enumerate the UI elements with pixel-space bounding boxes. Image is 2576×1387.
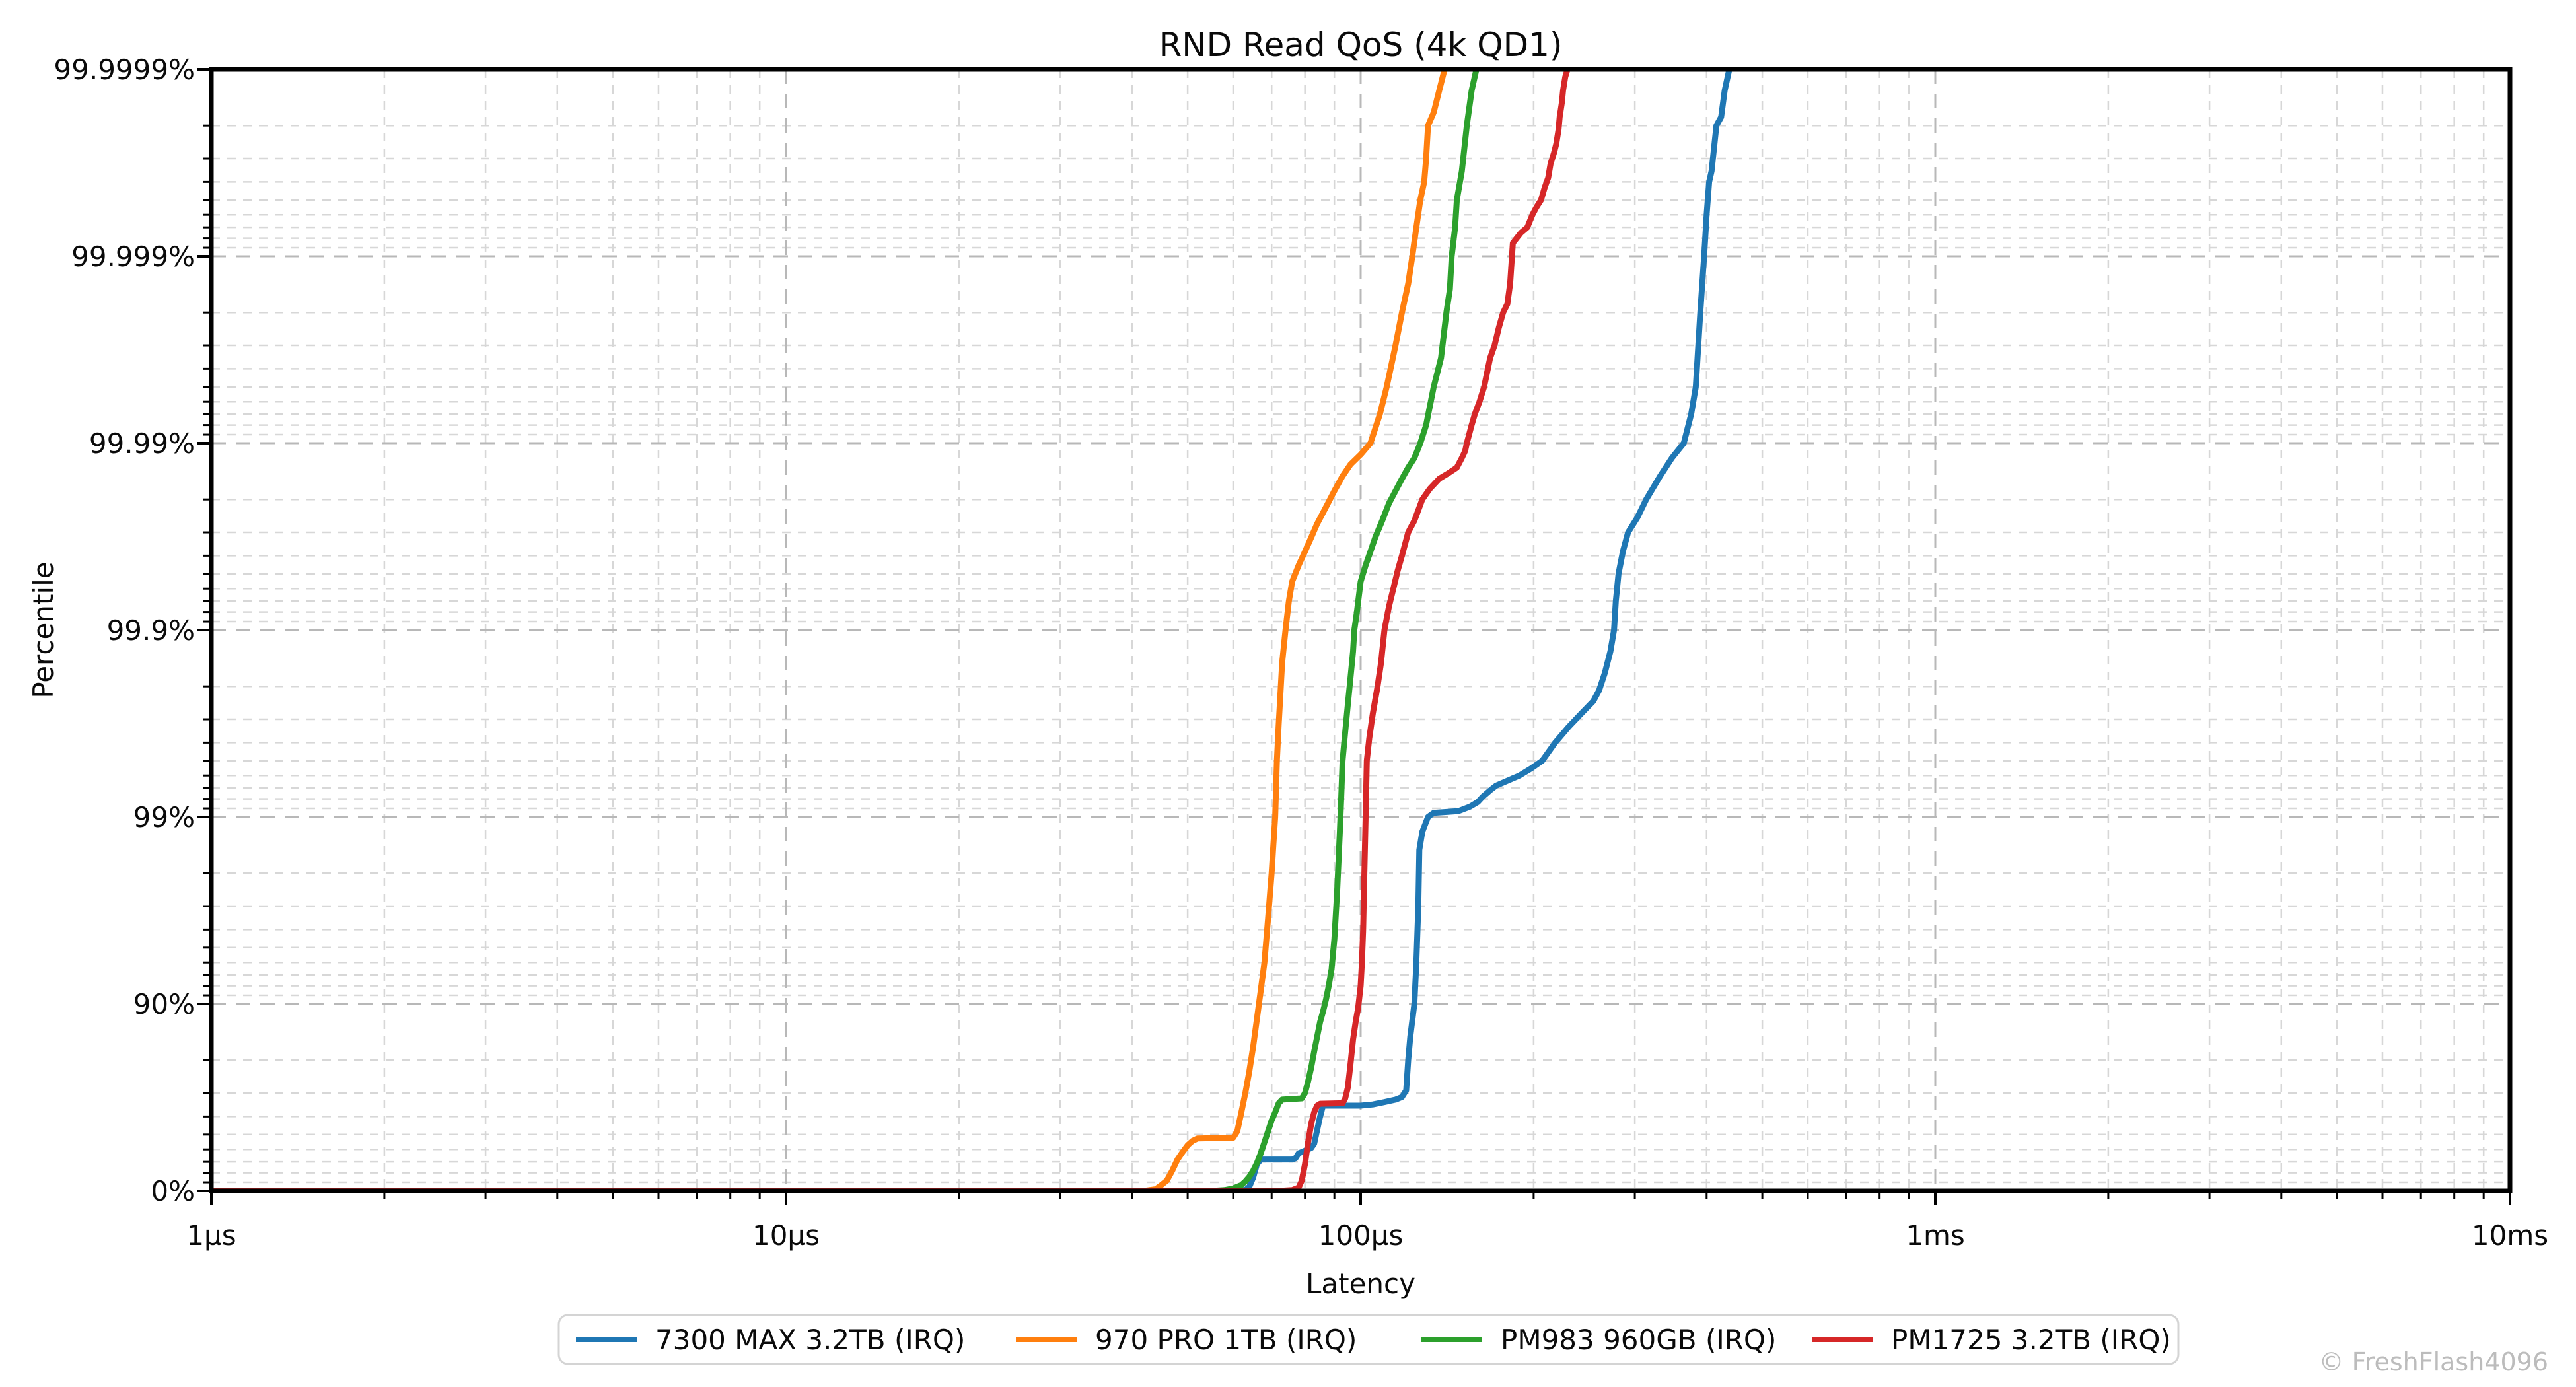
y-tick-label: 0% bbox=[151, 1175, 195, 1207]
legend-item: PM1725 3.2TB (IRQ) bbox=[1812, 1324, 2171, 1356]
watermark: © FreshFlash4096 bbox=[2318, 1347, 2548, 1376]
y-tick-label: 99.9999% bbox=[54, 53, 195, 86]
series-line-970-pro-1tb-irq bbox=[211, 69, 1448, 1191]
x-axis-tick-labels: 1µs 10µs 100µs 1ms 10ms bbox=[186, 1219, 2548, 1252]
y-tick-label: 99% bbox=[133, 801, 195, 834]
legend-item: PM983 960GB (IRQ) bbox=[1421, 1324, 1776, 1356]
x-axis-label: Latency bbox=[1306, 1267, 1415, 1300]
legend-item: 7300 MAX 3.2TB (IRQ) bbox=[576, 1324, 965, 1356]
series-line-pm1725-3-2tb-irq bbox=[211, 69, 1571, 1191]
x-tick-label: 10ms bbox=[2472, 1219, 2548, 1252]
chart-title: RND Read QoS (4k QD1) bbox=[1159, 26, 1563, 64]
legend-item: 970 PRO 1TB (IRQ) bbox=[1016, 1324, 1357, 1356]
axis-ticks bbox=[197, 68, 2511, 1205]
legend-item-label: 970 PRO 1TB (IRQ) bbox=[1095, 1324, 1357, 1356]
legend: 7300 MAX 3.2TB (IRQ) 970 PRO 1TB (IRQ) P… bbox=[557, 1314, 2180, 1365]
legend-item-label: PM983 960GB (IRQ) bbox=[1501, 1324, 1776, 1356]
x-tick-label: 10µs bbox=[752, 1219, 820, 1252]
x-tick-label: 1µs bbox=[186, 1219, 236, 1252]
y-tick-label: 90% bbox=[133, 988, 195, 1020]
y-tick-label: 99.99% bbox=[89, 427, 195, 460]
y-tick-label: 99.999% bbox=[71, 240, 195, 273]
series-line-pm983-960gb-irq bbox=[211, 69, 1480, 1191]
x-tick-label: 100µs bbox=[1318, 1219, 1404, 1252]
legend-box bbox=[557, 1314, 2180, 1365]
legend-item-label: PM1725 3.2TB (IRQ) bbox=[1891, 1324, 2171, 1356]
y-axis-tick-labels: 0% 90% 99% 99.9% 99.99% 99.999% 99.9999% bbox=[54, 53, 195, 1207]
series-line-7300-max-3-2tb-irq bbox=[211, 69, 1733, 1191]
y-tick-label: 99.9% bbox=[107, 614, 195, 647]
legend-item-label: 7300 MAX 3.2TB (IRQ) bbox=[655, 1324, 965, 1356]
series-curves bbox=[211, 69, 1733, 1191]
x-tick-label: 1ms bbox=[1906, 1219, 1965, 1252]
y-axis-label: Percentile bbox=[27, 561, 59, 698]
